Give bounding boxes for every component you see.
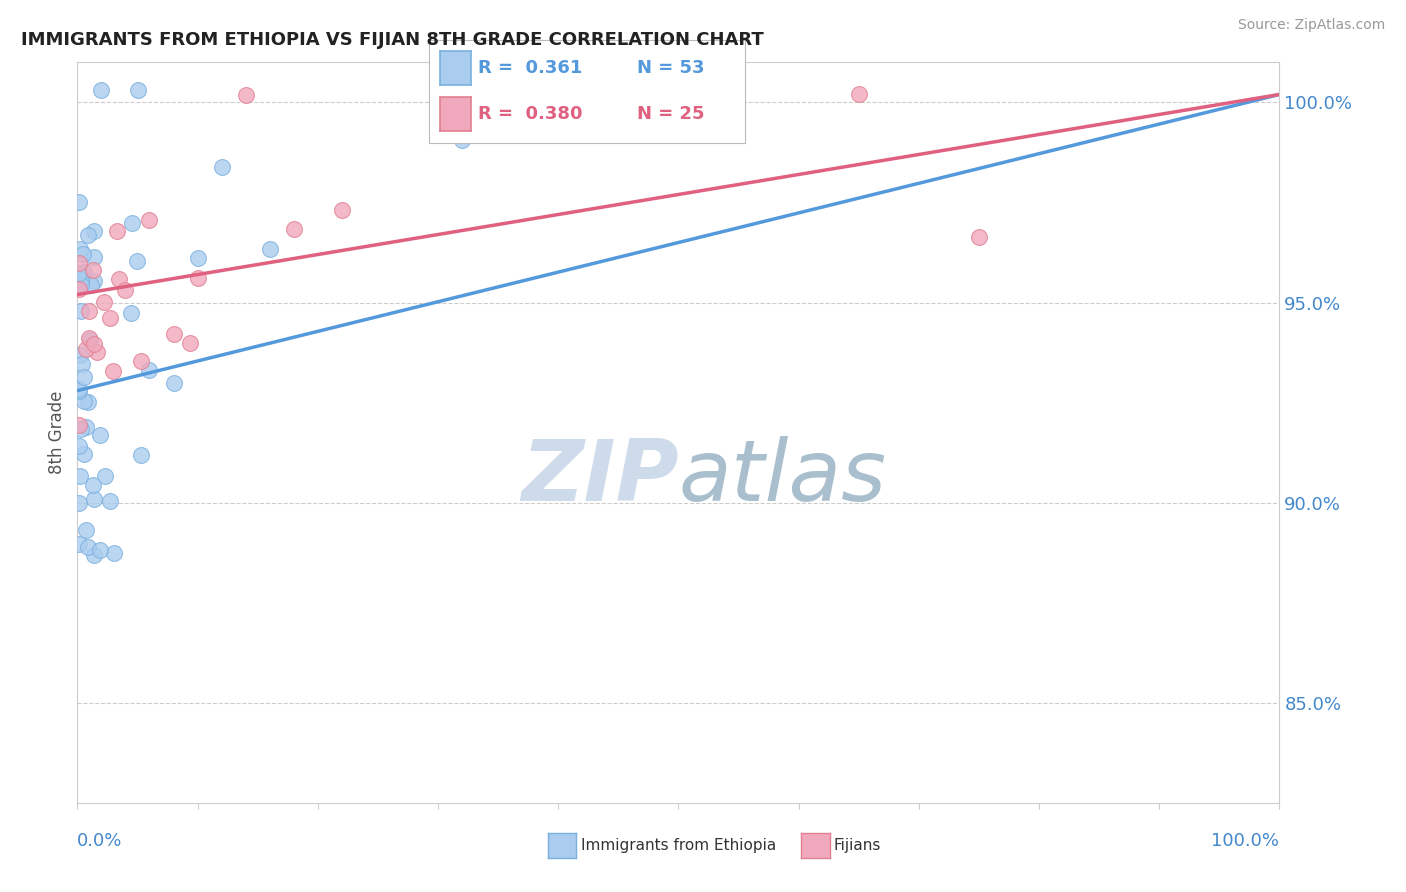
- Point: [162, 327, 184, 342]
- Point: [259, 242, 281, 256]
- Point: [69, 268, 91, 282]
- Point: [83, 491, 105, 506]
- Point: [89, 428, 111, 442]
- Point: [179, 335, 201, 350]
- Point: [67, 267, 90, 281]
- Point: [69, 278, 91, 293]
- Point: [75, 523, 97, 537]
- Point: [76, 395, 98, 409]
- Point: [82, 477, 104, 491]
- Point: [129, 354, 152, 368]
- Text: atlas: atlas: [679, 435, 886, 518]
- Point: [114, 283, 136, 297]
- Point: [127, 254, 149, 268]
- Point: [138, 362, 160, 376]
- Text: IMMIGRANTS FROM ETHIOPIA VS FIJIAN 8TH GRADE CORRELATION CHART: IMMIGRANTS FROM ETHIOPIA VS FIJIAN 8TH G…: [21, 31, 763, 49]
- Point: [108, 272, 131, 286]
- Point: [72, 393, 94, 408]
- Text: R =  0.361: R = 0.361: [478, 59, 582, 77]
- Point: [77, 228, 100, 243]
- Point: [69, 468, 91, 483]
- Point: [67, 382, 90, 396]
- Point: [70, 267, 93, 281]
- Point: [120, 306, 142, 320]
- Text: ZIP: ZIP: [520, 435, 679, 518]
- Text: 100.0%: 100.0%: [1212, 832, 1279, 850]
- Point: [94, 468, 117, 483]
- Point: [83, 223, 105, 237]
- Point: [67, 195, 90, 210]
- Point: [70, 303, 93, 318]
- Point: [79, 304, 101, 318]
- Point: [69, 348, 91, 362]
- Point: [93, 295, 115, 310]
- Point: [571, 83, 593, 97]
- Point: [848, 87, 870, 101]
- Point: [162, 376, 184, 390]
- Point: [79, 333, 101, 347]
- Point: [89, 542, 111, 557]
- Point: [83, 250, 105, 264]
- Point: [67, 256, 90, 270]
- Point: [105, 224, 128, 238]
- Point: [83, 274, 105, 288]
- Point: [77, 540, 100, 554]
- Point: [67, 384, 90, 398]
- Point: [67, 439, 90, 453]
- Point: [451, 133, 474, 147]
- Point: [330, 203, 353, 218]
- Text: Immigrants from Ethiopia: Immigrants from Ethiopia: [581, 838, 776, 853]
- Point: [129, 448, 152, 462]
- Point: [283, 221, 305, 235]
- Point: [75, 342, 97, 356]
- Text: Fijians: Fijians: [834, 838, 882, 853]
- Text: 0.0%: 0.0%: [77, 832, 122, 850]
- Point: [86, 345, 108, 359]
- Point: [67, 418, 90, 433]
- Point: [138, 212, 160, 227]
- Point: [186, 252, 209, 266]
- Point: [70, 273, 93, 287]
- Point: [186, 271, 209, 285]
- Point: [98, 310, 121, 325]
- Text: Source: ZipAtlas.com: Source: ZipAtlas.com: [1237, 18, 1385, 32]
- Point: [80, 277, 103, 292]
- Point: [121, 216, 143, 230]
- Point: [67, 496, 90, 510]
- Point: [72, 247, 94, 261]
- Text: N = 53: N = 53: [637, 59, 704, 77]
- Point: [101, 364, 124, 378]
- Text: N = 25: N = 25: [637, 105, 704, 123]
- Point: [98, 494, 121, 508]
- Point: [103, 546, 125, 560]
- Point: [83, 336, 105, 351]
- Point: [70, 357, 93, 371]
- Point: [67, 282, 90, 296]
- Point: [967, 230, 990, 244]
- Point: [67, 536, 90, 550]
- Point: [211, 160, 233, 174]
- Point: [77, 331, 100, 345]
- Point: [127, 83, 149, 97]
- Point: [69, 421, 91, 435]
- Point: [83, 548, 105, 562]
- Point: [72, 447, 94, 461]
- Point: [69, 242, 91, 256]
- Point: [90, 83, 112, 97]
- Point: [75, 420, 97, 434]
- Point: [235, 87, 257, 102]
- Y-axis label: 8th Grade: 8th Grade: [48, 391, 66, 475]
- Point: [73, 265, 96, 279]
- Text: R =  0.380: R = 0.380: [478, 105, 582, 123]
- Point: [73, 369, 96, 384]
- Point: [82, 263, 104, 277]
